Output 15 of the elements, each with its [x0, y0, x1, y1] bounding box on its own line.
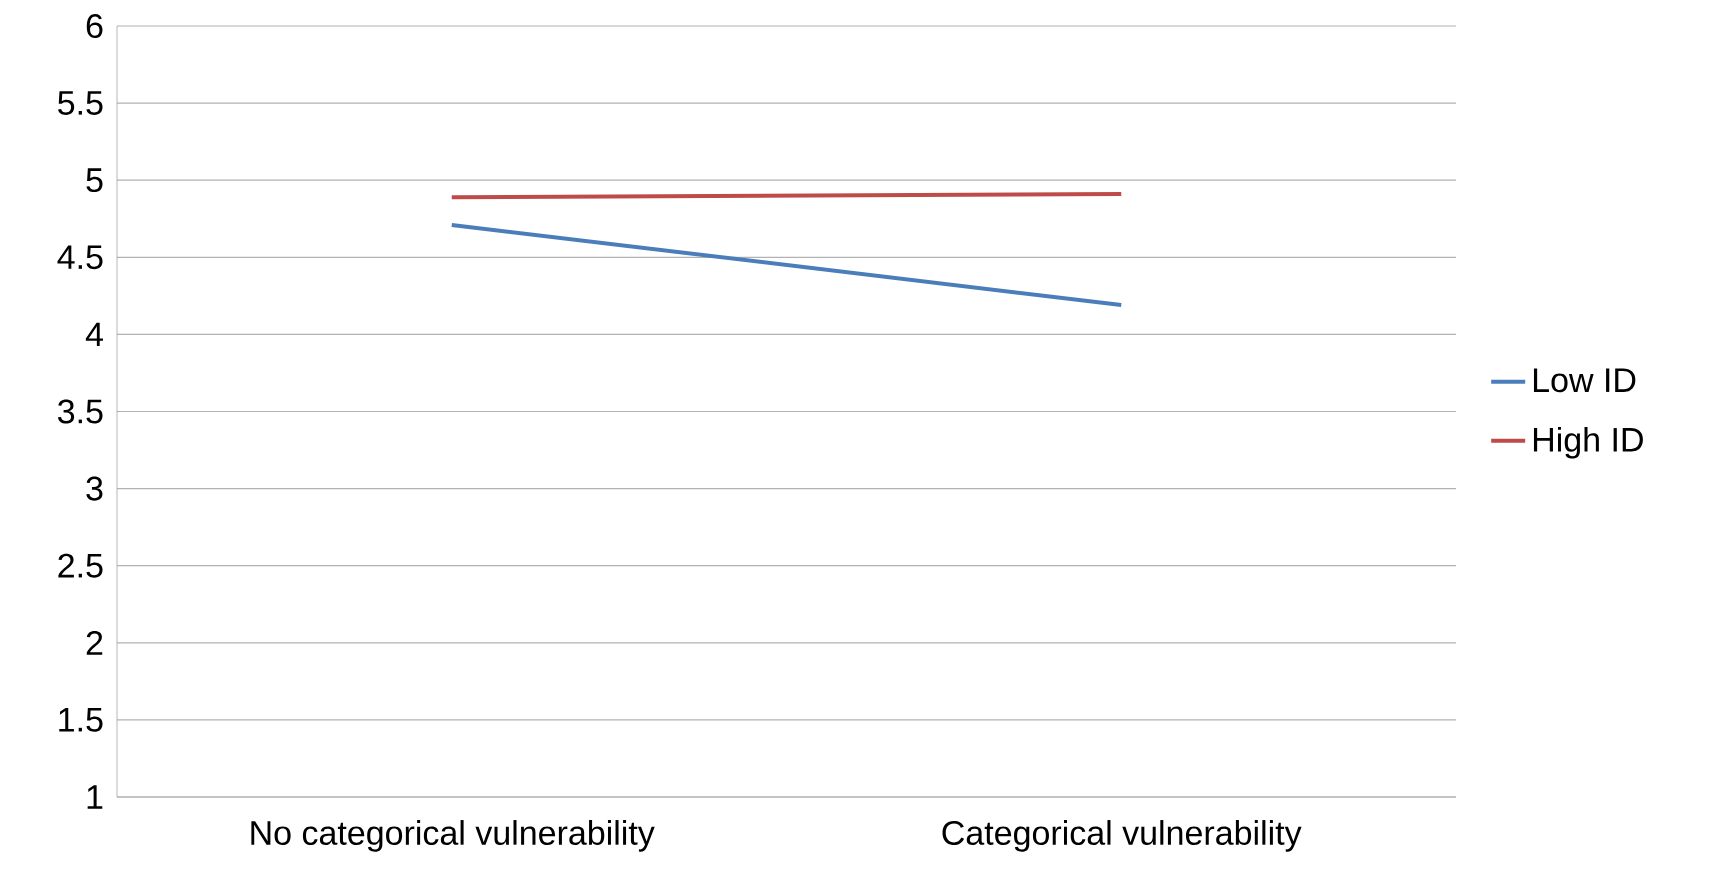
- legend-label: Low ID: [1533, 368, 1636, 393]
- y-tick-label: 3.5: [57, 399, 103, 424]
- y-tick-label: 3: [86, 476, 103, 501]
- y-tick-label: 2.5: [58, 553, 103, 578]
- y-tick-label: 4.5: [57, 245, 103, 270]
- y-tick-label: 4: [85, 322, 103, 347]
- y-tick-label: 5.5: [58, 91, 103, 115]
- y-tick-label: 6: [86, 13, 103, 39]
- legend-label: High ID: [1533, 426, 1643, 459]
- y-tick-label: 2: [86, 630, 103, 655]
- x-tick-label: Categorical vulnerability: [942, 820, 1302, 852]
- y-tick-label: 5: [86, 168, 103, 193]
- y-tick-label: 1.5: [59, 708, 103, 732]
- y-tick-label: 1: [87, 785, 103, 809]
- x-tick-label: No categorical vulnerability: [251, 820, 655, 852]
